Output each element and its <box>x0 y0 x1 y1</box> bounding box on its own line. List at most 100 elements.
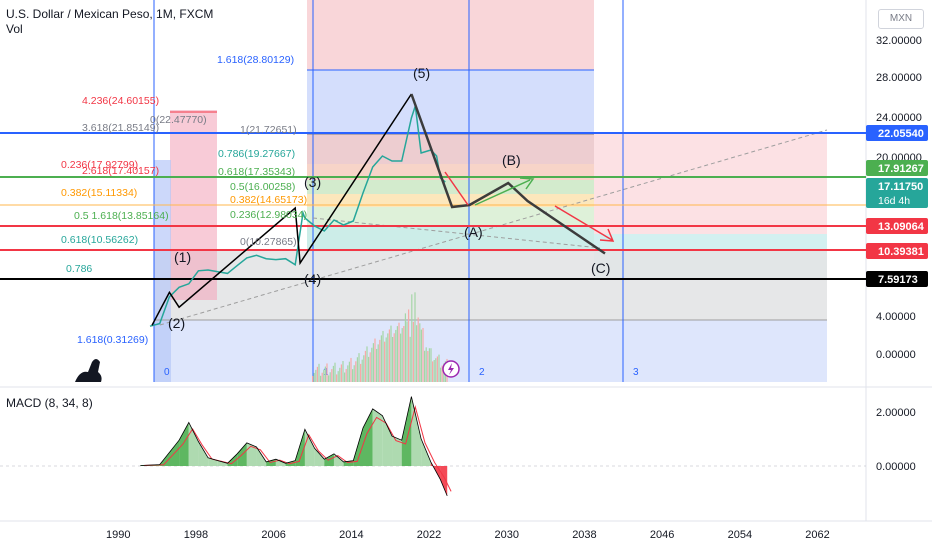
price-axis-label: 0.00000 <box>876 349 916 361</box>
lightning-glyph <box>448 363 454 375</box>
volume-bar <box>337 371 339 382</box>
price-axis-label: 28.00000 <box>876 72 922 84</box>
fib-label-left: 0.786 <box>66 263 92 275</box>
macd-hist-bar <box>246 442 257 466</box>
volume-bar <box>353 365 355 382</box>
fib-zones <box>154 0 827 382</box>
volume-bar <box>345 368 347 382</box>
price-badge-value: 17.11750 <box>878 181 923 193</box>
price-series <box>149 105 446 327</box>
volume-bar <box>372 343 374 382</box>
volume-bar <box>419 323 421 382</box>
volume-bar <box>316 366 318 382</box>
volume-bar <box>409 336 411 382</box>
price-axis-label: 32.00000 <box>876 35 922 47</box>
macd-hist-bar <box>179 422 189 466</box>
volume-bar <box>364 350 366 382</box>
dashed-wave4-line <box>312 217 601 249</box>
volume-bar <box>374 338 376 382</box>
price-badge-box <box>866 160 928 176</box>
volume-bar <box>356 357 358 382</box>
green-arrow <box>474 179 531 206</box>
volume-bar <box>352 369 354 382</box>
volume-bar <box>379 339 381 382</box>
volume-bar <box>366 346 368 382</box>
volume-bar <box>320 375 322 382</box>
fib-label-right: 0.786(19.27667) <box>218 148 295 160</box>
volume-bar <box>424 350 426 382</box>
volume-bar <box>312 375 314 382</box>
volume-bar <box>336 374 338 382</box>
time-axis-label: 2062 <box>805 529 829 541</box>
price-badge: 10.39381 <box>866 243 928 259</box>
volume-bar <box>321 372 323 382</box>
fib-zone-0 <box>307 227 594 252</box>
volume-bar <box>416 325 418 382</box>
price-badge-value: 13.09064 <box>878 221 925 233</box>
macd-hist-bar <box>363 408 373 466</box>
price-badge-value: 17.91267 <box>878 163 924 175</box>
volume-bar <box>396 326 398 382</box>
volume-bar <box>324 366 326 382</box>
macd-hist-bar <box>217 460 228 466</box>
volume-bar <box>433 360 435 382</box>
price-badge: 22.05540 <box>866 125 928 141</box>
volume-bar <box>393 333 395 382</box>
fib-label-left: 0.5 1.618(13.85164) <box>74 210 169 222</box>
volume-bar <box>313 372 315 382</box>
volume-bar <box>340 364 342 382</box>
volume-bar <box>400 333 402 382</box>
wave-label: (2) <box>168 315 185 331</box>
fib-label-right: 1.618(28.80129) <box>217 54 294 66</box>
green-arrowhead <box>519 177 535 190</box>
price-badge-value: 10.39381 <box>878 246 924 258</box>
zone-grey <box>154 250 827 320</box>
impulse-wave-lines <box>151 93 413 326</box>
fib-zone-top <box>307 0 594 70</box>
macd-hist-bar <box>314 448 325 466</box>
volume-bar <box>436 356 438 382</box>
macd-hist-bar <box>304 429 315 466</box>
price-badge-box <box>866 178 928 208</box>
time-axis-label: 2038 <box>572 529 596 541</box>
price-badge-value: 22.05540 <box>878 128 924 140</box>
macd-axis-label: 2.00000 <box>876 407 916 419</box>
fib-label-left: 3.618(21.85149) <box>82 122 159 134</box>
volume-bar <box>326 363 328 382</box>
volume-bar <box>425 347 427 382</box>
currency-button[interactable]: MXN <box>878 9 924 29</box>
price-badge: 7.59173 <box>866 271 928 287</box>
wave-label: (4) <box>304 271 321 287</box>
volume-bar <box>334 362 336 382</box>
volume-bar <box>347 365 349 382</box>
fib-label-right: 0.382(14.65173) <box>230 194 307 206</box>
volume-bar <box>350 357 352 382</box>
fib-label-left: 0.618(10.56262) <box>61 234 138 246</box>
volume-bar <box>387 333 389 382</box>
logo-icon <box>75 359 102 382</box>
time-axis-label: 2046 <box>650 529 674 541</box>
volume-bar <box>384 341 386 382</box>
price-badge: 13.09064 <box>866 218 928 234</box>
symbol-title: U.S. Dollar / Mexican Peso, 1M, FXCM <box>6 7 214 21</box>
volume-bar <box>390 325 392 382</box>
fib-zone-blue <box>307 70 594 134</box>
zone-lower-blue <box>154 320 827 382</box>
time-axis-label: 2030 <box>495 529 519 541</box>
projection-wave-lines <box>410 93 606 255</box>
time-axis-label: 1990 <box>106 529 130 541</box>
volume-bar <box>344 372 346 382</box>
fib-label-right: 0.618(17.35343) <box>218 166 295 178</box>
fib-label-right: 1(21.72651) <box>240 124 297 136</box>
macd-line <box>140 396 448 497</box>
volume-bar <box>428 348 430 382</box>
time-cycle-label: 0 <box>164 367 170 378</box>
fib-zone-0786 <box>307 134 594 164</box>
volume-bar <box>406 321 408 382</box>
volume-bar <box>380 335 382 382</box>
volume-bar <box>332 365 334 382</box>
volume-bar <box>376 348 378 382</box>
volume-bar <box>438 354 440 382</box>
